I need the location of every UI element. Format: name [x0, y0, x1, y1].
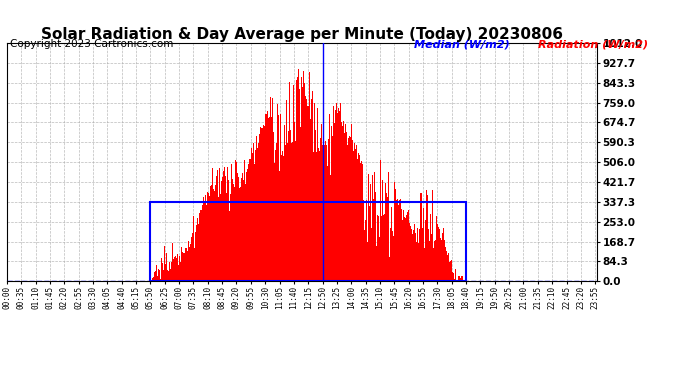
Text: Copyright 2023 Cartronics.com: Copyright 2023 Cartronics.com: [10, 39, 174, 50]
Text: Median (W/m2): Median (W/m2): [414, 39, 510, 50]
Bar: [150, 202, 466, 281]
Title: Solar Radiation & Day Average per Minute (Today) 20230806: Solar Radiation & Day Average per Minute…: [41, 27, 563, 42]
Text: Radiation (W/m2): Radiation (W/m2): [538, 39, 649, 50]
